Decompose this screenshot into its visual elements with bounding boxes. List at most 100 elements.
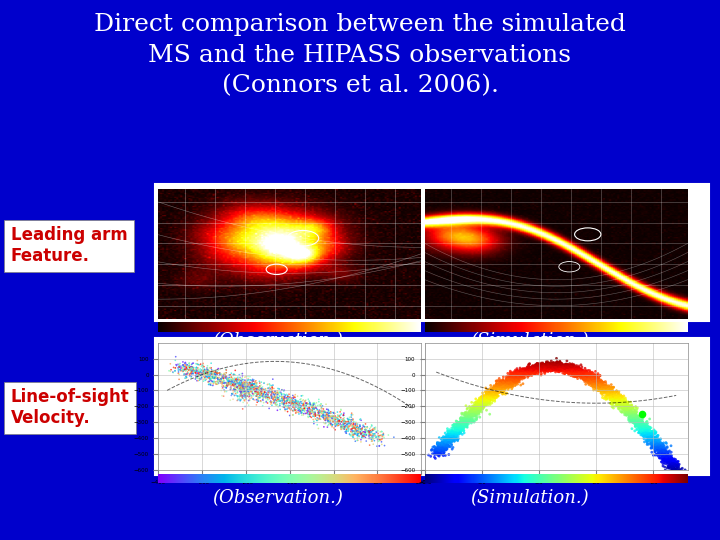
Point [290, 408, 302, 417]
Point [183, 362, 194, 370]
Point [180, 360, 192, 368]
Point [179, 371, 190, 380]
Point [532, 363, 544, 372]
Point [593, 381, 605, 389]
Point [333, 417, 345, 426]
Point [512, 374, 523, 382]
Point [544, 364, 555, 373]
Point [452, 427, 464, 436]
Point [597, 385, 608, 394]
Point [613, 397, 624, 406]
Point [555, 364, 567, 373]
Point [539, 364, 551, 373]
Point [464, 416, 475, 425]
Point [662, 450, 673, 459]
Point [497, 381, 508, 390]
Point [247, 382, 258, 391]
Point [559, 363, 571, 372]
Point [618, 404, 630, 413]
Point [441, 424, 453, 433]
Point [212, 368, 223, 376]
Point [461, 422, 472, 431]
Point [341, 420, 353, 429]
Point [225, 379, 236, 388]
Point [488, 393, 500, 401]
Point [279, 396, 290, 405]
Point [611, 387, 623, 396]
Point [654, 444, 666, 453]
Point [287, 398, 299, 407]
Point [556, 365, 567, 374]
Point [628, 409, 639, 418]
Point [672, 457, 683, 466]
Point [572, 364, 584, 373]
Point [570, 368, 581, 376]
Point [432, 442, 444, 451]
Point [264, 394, 276, 403]
Point [436, 446, 448, 454]
Point [636, 410, 648, 418]
Point [562, 360, 573, 369]
Point [459, 418, 471, 427]
Point [588, 377, 600, 386]
Point [453, 424, 464, 433]
Point [508, 379, 519, 388]
Point [177, 361, 189, 369]
Point [577, 370, 589, 379]
Text: (Observation.): (Observation.) [212, 489, 343, 507]
Point [223, 380, 235, 389]
Point [281, 399, 292, 407]
Point [230, 376, 241, 384]
Point [200, 372, 212, 381]
Point [560, 362, 572, 370]
Point [342, 422, 354, 430]
Point [589, 384, 600, 393]
Point [258, 399, 269, 407]
Point [624, 402, 635, 410]
Point [293, 404, 305, 413]
Point [648, 436, 660, 444]
Point [335, 418, 346, 427]
Point [662, 455, 673, 463]
Point [488, 393, 500, 401]
Point [621, 407, 633, 416]
Point [426, 446, 437, 455]
Point [531, 359, 543, 368]
Point [497, 380, 508, 388]
Point [504, 379, 516, 387]
Point [656, 442, 667, 451]
Point [498, 379, 510, 388]
Point [204, 367, 215, 375]
Point [266, 384, 278, 393]
Point [617, 402, 629, 411]
Point [444, 437, 455, 445]
Point [229, 379, 240, 387]
Point [646, 433, 657, 441]
Point [250, 380, 261, 388]
Point [551, 364, 562, 373]
Point [449, 431, 461, 440]
Point [438, 439, 449, 448]
Point [585, 373, 597, 382]
Point [473, 399, 485, 407]
Point [210, 373, 221, 381]
Point [538, 364, 549, 373]
Point [561, 366, 572, 375]
Point [433, 440, 445, 448]
Point [613, 396, 625, 405]
Point [169, 367, 181, 375]
Point [240, 380, 251, 389]
Point [287, 398, 298, 407]
Point [652, 431, 664, 440]
Point [632, 419, 644, 428]
Point [507, 375, 518, 384]
Point [238, 379, 250, 388]
Point [521, 369, 532, 377]
Point [472, 403, 483, 412]
Point [218, 370, 230, 379]
Point [647, 443, 658, 452]
Point [287, 391, 299, 400]
Point [602, 383, 613, 392]
Point [352, 424, 364, 433]
Point [477, 396, 488, 405]
